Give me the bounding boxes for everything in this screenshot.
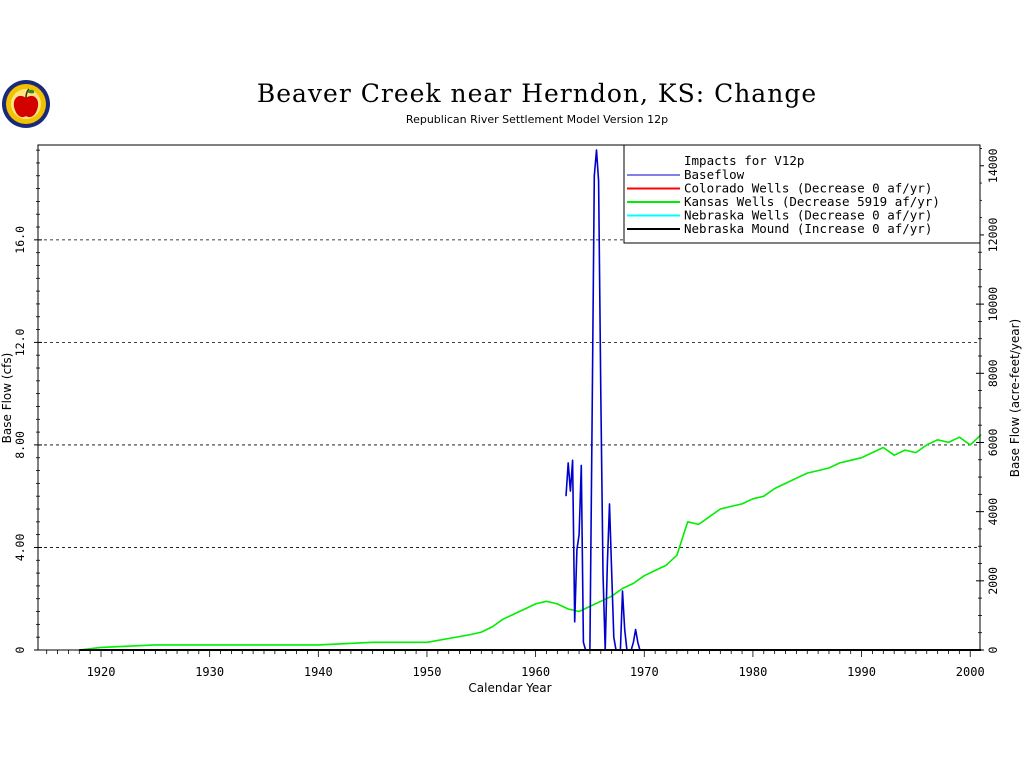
- y-tick-label: 8.00: [13, 431, 27, 459]
- apple-seal-icon: [2, 80, 50, 128]
- x-tick-label: 1920: [87, 665, 116, 679]
- chart-title: Beaver Creek near Herndon, KS: Change: [257, 79, 817, 108]
- y-axis-label: Base Flow (cfs): [0, 353, 14, 444]
- y-tick-label: 16.0: [13, 226, 27, 254]
- plot-frame: [37, 144, 981, 651]
- y2-tick-label: 8000: [986, 359, 1000, 387]
- y-axis-right: 0 2000 4000 6000 8000 10000 12000 14000: [976, 148, 1000, 653]
- legend-title: Impacts for V12p: [684, 153, 804, 168]
- y-tick-label: 0: [13, 646, 27, 653]
- legend-label: Kansas Wells (Decrease 5919 af/yr): [684, 194, 940, 209]
- legend-label: Colorado Wells (Decrease 0 af/yr): [684, 181, 932, 196]
- x-tick-label: 1940: [304, 665, 333, 679]
- y2-axis-label: Base Flow (acre-feet/year): [1008, 319, 1022, 477]
- x-tick-label: 1970: [630, 665, 659, 679]
- legend-box: [623, 144, 981, 244]
- x-tick-label: 1980: [738, 665, 767, 679]
- y2-tick-label: 4000: [986, 498, 1000, 526]
- y2-tick-label: 2000: [986, 567, 1000, 595]
- x-axis: 1920 1930 1940 1950 1960 1970 1980 1990 2000: [46, 650, 985, 679]
- chart-subtitle: Republican River Settlement Model Versio…: [406, 113, 668, 126]
- legend-label: Nebraska Wells (Decrease 0 af/yr): [684, 208, 932, 223]
- legend-label: Baseflow: [684, 167, 745, 182]
- y2-tick-label: 12000: [986, 218, 1000, 253]
- y2-tick-label: 14000: [986, 148, 1000, 183]
- gridlines: [38, 239, 980, 548]
- x-tick-label: 1950: [413, 665, 442, 679]
- y2-tick-label: 6000: [986, 429, 1000, 457]
- x-axis-label: Calendar Year: [468, 681, 551, 695]
- x-tick-label: 2000: [956, 665, 985, 679]
- x-tick-label: 1930: [195, 665, 224, 679]
- legend-label: Nebraska Mound (Increase 0 af/yr): [684, 221, 932, 236]
- y2-tick-label: 0: [986, 646, 1000, 653]
- y-tick-label: 12.0: [13, 328, 27, 356]
- x-tick-label: 1990: [847, 665, 876, 679]
- y2-tick-label: 10000: [986, 287, 1000, 322]
- x-tick-label: 1960: [521, 665, 550, 679]
- y-tick-label: 4.00: [13, 534, 27, 562]
- series-line-2: [79, 434, 982, 651]
- y-axis-left: 0 4.00 8.00 12.0 16.0: [13, 149, 42, 653]
